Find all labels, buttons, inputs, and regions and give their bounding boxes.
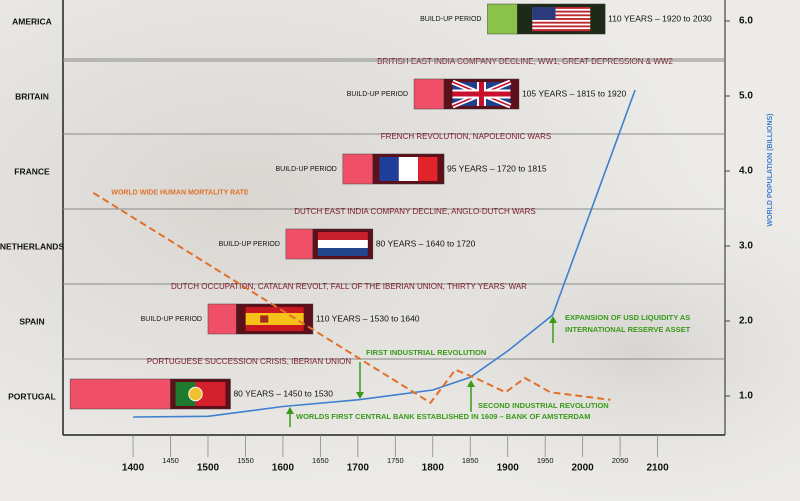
flag <box>317 232 368 256</box>
flag-part <box>532 7 591 10</box>
flag-part <box>532 14 591 17</box>
flag-part <box>260 315 269 323</box>
buildup-bar <box>285 228 314 260</box>
flag-part <box>532 16 591 19</box>
annotation: EXPANSION OF USD LIQUIDITY AS <box>565 313 690 322</box>
population-line <box>133 89 636 418</box>
x-tick-label: 1450 <box>162 456 179 465</box>
series-label: WORLD WIDE HUMAN MORTALITY RATE <box>111 190 249 197</box>
buildup-bar <box>487 3 518 35</box>
period-label: 95 YEARS – 1720 to 1815 <box>447 163 547 173</box>
country-label: SPAIN <box>19 316 44 326</box>
buildup-label: BUILD-UP PERIOD <box>141 316 202 323</box>
flag-part <box>188 386 203 402</box>
flag-part <box>175 382 196 406</box>
buildup-bar <box>69 378 171 410</box>
x-tick-label: 1750 <box>387 456 404 465</box>
flag-part <box>532 8 591 11</box>
country-label: AMERICA <box>12 16 52 26</box>
mortality-line <box>92 191 611 405</box>
flag-part <box>532 23 591 26</box>
buildup-label: BUILD-UP PERIOD <box>420 16 481 23</box>
x-tick-label: 1800 <box>422 463 445 474</box>
x-tick-label: 2050 <box>612 456 629 465</box>
y-tick-label: 5.0 <box>739 91 753 102</box>
event-label: DUTCH EAST INDIA COMPANY DECLINE, ANGLO-… <box>294 207 536 216</box>
event-label: BRITISH EAST INDIA COMPANY DECLINE, WW1,… <box>377 57 673 66</box>
x-tick-label: 2100 <box>646 463 669 474</box>
country-label: PORTUGAL <box>8 391 56 401</box>
period-label: 80 YEARS – 1450 to 1530 <box>233 388 333 398</box>
buildup-label: BUILD-UP PERIOD <box>219 241 280 248</box>
annotation: INTERNATIONAL RESERVE ASSET <box>565 325 691 334</box>
x-tick-label: 1500 <box>197 463 220 474</box>
x-tick-label: 1600 <box>272 463 295 474</box>
annotation: FIRST INDUSTRIAL REVOLUTION <box>366 348 486 357</box>
x-tick-label: 1550 <box>237 456 254 465</box>
flag <box>175 382 226 406</box>
y-tick-label: 6.0 <box>739 16 753 27</box>
arrow-head <box>286 407 294 414</box>
flag-part <box>317 240 368 248</box>
period-label: 80 YEARS – 1640 to 1720 <box>376 238 476 248</box>
annotation: WORLDS FIRST CENTRAL BANK ESTABLISHED IN… <box>296 412 590 421</box>
x-tick-label: 1400 <box>122 463 145 474</box>
flag-part <box>532 12 591 15</box>
arrow-head <box>549 316 557 323</box>
flag <box>379 157 438 181</box>
country-label: BRITAIN <box>15 91 49 101</box>
flag-part <box>418 157 438 181</box>
event-label: PORTUGUESE SUCCESSION CRISIS, IBERIAN UN… <box>147 357 352 366</box>
country-label: FRANCE <box>14 166 50 176</box>
period-label: 105 YEARS – 1815 to 1920 <box>522 88 627 98</box>
flag <box>451 79 512 109</box>
event-label: DUTCH OCCUPATION, CATALAN REVOLT, FALL O… <box>171 282 527 291</box>
flag-part <box>532 25 591 28</box>
x-tick-label: 1850 <box>462 456 479 465</box>
x-tick-label: 1700 <box>347 463 370 474</box>
flag <box>245 307 304 331</box>
flag-part <box>532 21 591 24</box>
flag-part <box>532 7 556 20</box>
buildup-bar <box>342 153 374 185</box>
x-tick-label: 1650 <box>312 456 329 465</box>
flag-part <box>398 157 419 181</box>
y-tick-label: 1.0 <box>739 391 753 402</box>
period-label: 110 YEARS – 1530 to 1640 <box>316 313 420 323</box>
flag-part <box>532 19 591 22</box>
flag-part <box>532 10 591 13</box>
flag-part <box>317 248 368 256</box>
x-tick-label: 2000 <box>572 463 595 474</box>
arrow-head <box>356 392 364 399</box>
event-label: FRENCH REVOLUTION, NAPOLEONIC WARS <box>381 132 551 141</box>
arrow-head <box>467 380 475 387</box>
buildup-label: BUILD-UP PERIOD <box>347 91 408 98</box>
flag-part <box>532 29 591 32</box>
flag <box>532 7 591 32</box>
x-tick-label: 1950 <box>537 456 554 465</box>
buildup-bar <box>207 303 237 335</box>
flag-part <box>532 18 591 21</box>
x-tick-label: 1900 <box>497 463 520 474</box>
flag-part <box>379 157 399 181</box>
y-tick-label: 3.0 <box>739 241 753 252</box>
buildup-label: BUILD-UP PERIOD <box>276 166 337 173</box>
buildup-bar <box>413 78 445 110</box>
flag-part <box>317 232 368 240</box>
y-tick-label: 4.0 <box>739 166 753 177</box>
flag-part <box>478 82 484 106</box>
y-tick-label: 2.0 <box>739 316 753 327</box>
y-axis-label: WORLD POPULATION (BILLIONS) <box>767 113 774 226</box>
period-label: 110 YEARS – 1920 to 2030 <box>608 13 712 23</box>
country-label: NETHERLANDS <box>0 241 64 251</box>
flag-part <box>532 27 591 30</box>
annotation: SECOND INDUSTRIAL REVOLUTION <box>478 401 609 410</box>
